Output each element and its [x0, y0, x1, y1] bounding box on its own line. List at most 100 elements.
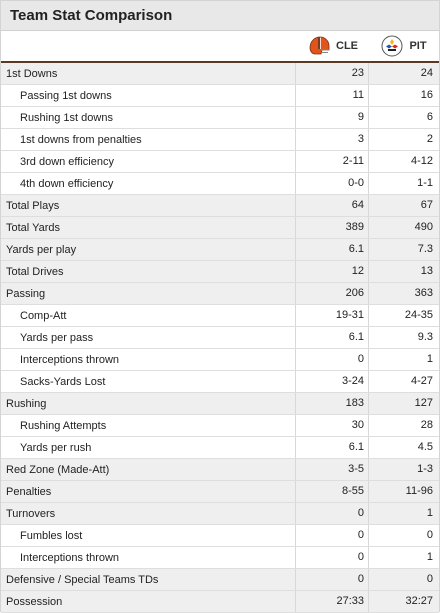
- stat-label: Yards per pass: [20, 331, 94, 344]
- cle-value: 2-11: [295, 151, 368, 172]
- stat-row: Possession 27:33 32:27: [1, 591, 439, 613]
- team-cle[interactable]: CLE: [297, 31, 369, 61]
- steelers-logo-icon: [381, 35, 403, 57]
- stat-label: 1st Downs: [6, 67, 58, 80]
- stat-row: 1st downs from penalties 3 2: [1, 129, 439, 151]
- pit-value: 6: [368, 107, 439, 128]
- stat-label: 3rd down efficiency: [20, 155, 114, 168]
- stat-row: Total Yards 389 490: [1, 217, 439, 239]
- pit-value: 24: [368, 63, 439, 84]
- stat-label: Penalties: [6, 485, 52, 498]
- stat-label: Red Zone (Made-Att): [6, 463, 110, 476]
- stat-label: Defensive / Special Teams TDs: [6, 573, 159, 586]
- panel-header: Team Stat Comparison: [1, 1, 439, 31]
- cle-value: 6.1: [295, 437, 368, 458]
- stat-row: 1st Downs 23 24: [1, 63, 439, 85]
- cle-value: 9: [295, 107, 368, 128]
- stat-label: Yards per rush: [20, 441, 92, 454]
- stat-row: Rushing 1st downs 9 6: [1, 107, 439, 129]
- pit-value: 2: [368, 129, 439, 150]
- stat-label: 1st downs from penalties: [20, 133, 142, 146]
- pit-value: 490: [368, 217, 439, 238]
- pit-value: 1: [368, 503, 439, 524]
- stat-label: Comp-Att: [20, 309, 67, 322]
- stat-row: Red Zone (Made-Att) 3-5 1-3: [1, 459, 439, 481]
- stat-label: Interceptions thrown: [20, 353, 120, 366]
- pit-value: 67: [368, 195, 439, 216]
- cle-value: 19-31: [295, 305, 368, 326]
- pit-value: 1: [368, 349, 439, 370]
- browns-helmet-icon: [309, 36, 330, 55]
- panel-title: Team Stat Comparison: [10, 7, 173, 24]
- team-pit-abbr: PIT: [409, 40, 427, 52]
- pit-value: 4-12: [368, 151, 439, 172]
- stat-label: Total Drives: [6, 265, 64, 278]
- stat-row: Penalties 8-55 11-96: [1, 481, 439, 503]
- stat-row: Comp-Att 19-31 24-35: [1, 305, 439, 327]
- cle-value: 6.1: [295, 239, 368, 260]
- cle-value: 12: [295, 261, 368, 282]
- cle-value: 30: [295, 415, 368, 436]
- team-cle-abbr: CLE: [336, 40, 358, 52]
- stat-row: Passing 1st downs 11 16: [1, 85, 439, 107]
- stat-row: Sacks-Yards Lost 3-24 4-27: [1, 371, 439, 393]
- stat-row: Yards per rush 6.1 4.5: [1, 437, 439, 459]
- pit-value: 24-35: [368, 305, 439, 326]
- pit-value: 1-3: [368, 459, 439, 480]
- cle-value: 3-24: [295, 371, 368, 392]
- cle-value: 389: [295, 217, 368, 238]
- cle-value: 27:33: [295, 591, 368, 612]
- pit-value: 1: [368, 547, 439, 568]
- stat-row: Rushing Attempts 30 28: [1, 415, 439, 437]
- pit-value: 9.3: [368, 327, 439, 348]
- stat-rows: 1st Downs 23 24 Passing 1st downs 11 16 Rushin…: [1, 63, 439, 613]
- cle-value: 206: [295, 283, 368, 304]
- pit-value: 0: [368, 569, 439, 590]
- pit-value: 1-1: [368, 173, 439, 194]
- stat-label: Passing 1st downs: [20, 89, 112, 102]
- stat-row: Turnovers 0 1: [1, 503, 439, 525]
- cle-value: 23: [295, 63, 368, 84]
- stat-label: 4th down efficiency: [20, 177, 114, 190]
- stat-label: Total Yards: [6, 221, 61, 234]
- cle-value: 0: [295, 547, 368, 568]
- cle-value: 3-5: [295, 459, 368, 480]
- cle-value: 11: [295, 85, 368, 106]
- stat-label: Total Plays: [6, 199, 60, 212]
- cle-value: 0: [295, 349, 368, 370]
- pit-value: 0: [368, 525, 439, 546]
- stat-label: Rushing: [6, 397, 47, 410]
- stat-row: Fumbles lost 0 0: [1, 525, 439, 547]
- stat-label: Rushing 1st downs: [20, 111, 113, 124]
- stat-label: Turnovers: [6, 507, 56, 520]
- cle-value: 3: [295, 129, 368, 150]
- cle-value: 0: [295, 569, 368, 590]
- stat-row: Yards per pass 6.1 9.3: [1, 327, 439, 349]
- stat-row: 3rd down efficiency 2-11 4-12: [1, 151, 439, 173]
- pit-value: 13: [368, 261, 439, 282]
- cle-value: 6.1: [295, 327, 368, 348]
- team-header-row: CLE PIT: [1, 31, 439, 63]
- team-pit[interactable]: PIT: [369, 31, 439, 61]
- stat-row: Yards per play 6.1 7.3: [1, 239, 439, 261]
- cle-value: 0: [295, 525, 368, 546]
- stat-label: Passing: [6, 287, 46, 300]
- pit-value: 7.3: [368, 239, 439, 260]
- stat-row: Rushing 183 127: [1, 393, 439, 415]
- stat-label: Yards per play: [6, 243, 77, 256]
- pit-value: 4.5: [368, 437, 439, 458]
- cle-value: 0: [295, 503, 368, 524]
- cle-value: 64: [295, 195, 368, 216]
- stat-label: Possession: [6, 595, 63, 608]
- stat-label: Rushing Attempts: [20, 419, 107, 432]
- stat-row: Passing 206 363: [1, 283, 439, 305]
- pit-value: 16: [368, 85, 439, 106]
- stat-row: 4th down efficiency 0-0 1-1: [1, 173, 439, 195]
- pit-value: 127: [368, 393, 439, 414]
- pit-value: 363: [368, 283, 439, 304]
- stat-row: Interceptions thrown 0 1: [1, 349, 439, 371]
- stat-label: Fumbles lost: [20, 529, 83, 542]
- stat-label: Interceptions thrown: [20, 551, 120, 564]
- pit-value: 28: [368, 415, 439, 436]
